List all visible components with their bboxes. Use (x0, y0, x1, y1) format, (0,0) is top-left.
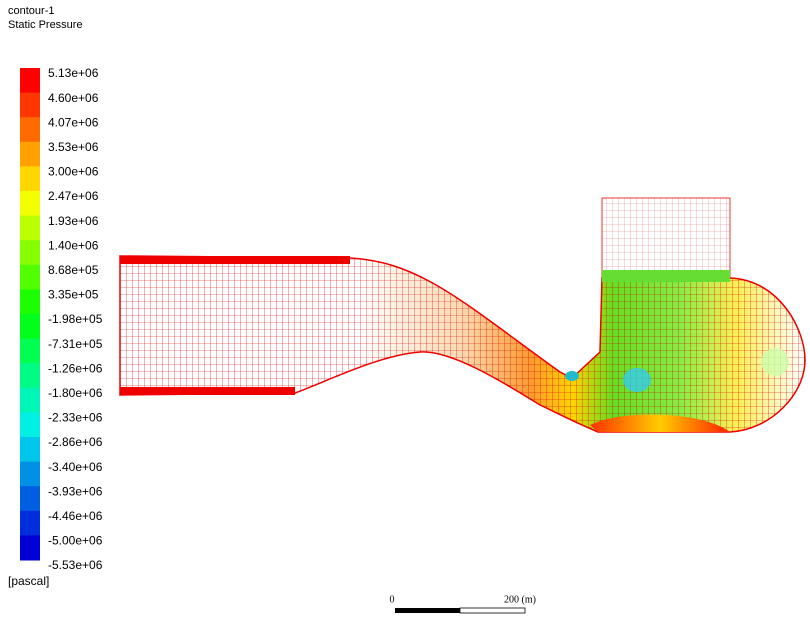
legend-label: -2.33e+06 (48, 411, 103, 425)
color-swatch (20, 240, 40, 265)
color-swatch (20, 93, 40, 118)
legend-label: -1.80e+06 (48, 386, 103, 400)
legend-label: 3.53e+06 (48, 140, 99, 154)
scale-bar-black (395, 608, 460, 613)
legend-label: 3.00e+06 (48, 165, 99, 179)
color-swatch (20, 388, 40, 413)
color-swatch (20, 68, 40, 93)
scale-bar: 0 200 (m) (390, 594, 536, 613)
legend-label: 1.40e+06 (48, 238, 99, 252)
unit-label: [pascal] (8, 574, 49, 588)
legend-label: -7.31e+05 (48, 337, 103, 351)
color-swatch (20, 462, 40, 487)
vortex-zone (761, 348, 789, 376)
color-swatch (20, 166, 40, 191)
upper-box-mesh (602, 198, 730, 278)
color-swatch (20, 216, 40, 241)
viewport: contour-1 Static Pressure 5.13e+06 4.60e+… (0, 0, 810, 618)
legend-label: 4.07e+06 (48, 115, 99, 129)
color-swatch (20, 486, 40, 511)
color-swatch (20, 289, 40, 314)
throat-zone (565, 371, 579, 381)
color-swatch (20, 511, 40, 536)
legend-label: 5.13e+06 (48, 66, 99, 80)
subtitle: Static Pressure (8, 19, 83, 31)
legend-label: -3.40e+06 (48, 460, 103, 474)
legend-label: -3.93e+06 (48, 484, 103, 498)
legend-label: -1.26e+06 (48, 361, 103, 375)
contour-geometry (120, 198, 805, 432)
legend-label: 1.93e+06 (48, 214, 99, 228)
legend-label: 2.47e+06 (48, 189, 99, 203)
mesh (120, 256, 805, 432)
colorbar: 5.13e+06 4.60e+06 4.07e+06 3.53e+06 3.00e+06… (20, 66, 103, 572)
legend-label: -4.46e+06 (48, 509, 103, 523)
color-swatch (20, 437, 40, 462)
color-swatch (20, 191, 40, 216)
color-swatch (20, 535, 40, 560)
upper-box-interface (602, 270, 730, 282)
color-swatch (20, 412, 40, 437)
color-swatch (20, 363, 40, 388)
legend-label: 3.35e+05 (48, 288, 99, 302)
scale-bar-white (460, 608, 525, 613)
legend-label: -5.53e+06 (48, 558, 103, 572)
scale-end: 200 (m) (504, 594, 536, 605)
color-swatch (20, 265, 40, 290)
scale-start: 0 (390, 594, 395, 605)
title: contour-1 (8, 5, 54, 17)
color-swatch (20, 339, 40, 364)
color-swatch (20, 117, 40, 142)
legend-label: -2.86e+06 (48, 435, 103, 449)
low-pressure-zone (623, 368, 651, 392)
inlet-bottom-edge (120, 387, 295, 395)
legend-label: 8.68e+05 (48, 263, 99, 277)
legend-label: -5.00e+06 (48, 534, 103, 548)
color-swatch (20, 314, 40, 339)
inlet-top-edge (120, 256, 350, 264)
legend-label: -1.98e+05 (48, 312, 103, 326)
color-swatch (20, 142, 40, 167)
legend-label: 4.60e+06 (48, 91, 99, 105)
